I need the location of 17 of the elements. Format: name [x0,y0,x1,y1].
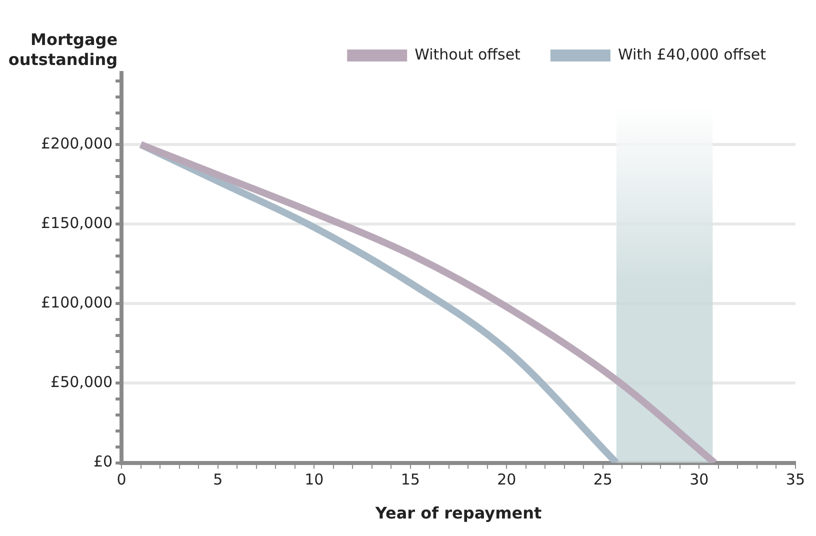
y-tick-label: £200,000 [40,134,113,152]
x-tick-label: 25 [593,470,612,489]
x-tick-label: 15 [400,470,420,489]
y-tick-label: £100,000 [40,294,113,312]
legend-label: With £40,000 offset [618,45,766,64]
legend-label: Without offset [414,45,521,64]
x-tick-label: 5 [213,470,223,489]
y-axis-title: Mortgage outstanding [8,30,118,69]
x-tick-label: 0 [116,470,126,489]
y-tick-label: £150,000 [40,214,113,232]
y-tick-label: £0 [93,452,113,471]
x-tick-label: 20 [497,470,516,489]
x-tick-label: 35 [786,470,806,489]
y-tick-label: £50,000 [50,373,113,392]
x-tick-label: 10 [304,470,324,489]
x-tick-label: 30 [690,470,709,489]
x-axis-title: Year of repayment [374,504,542,523]
